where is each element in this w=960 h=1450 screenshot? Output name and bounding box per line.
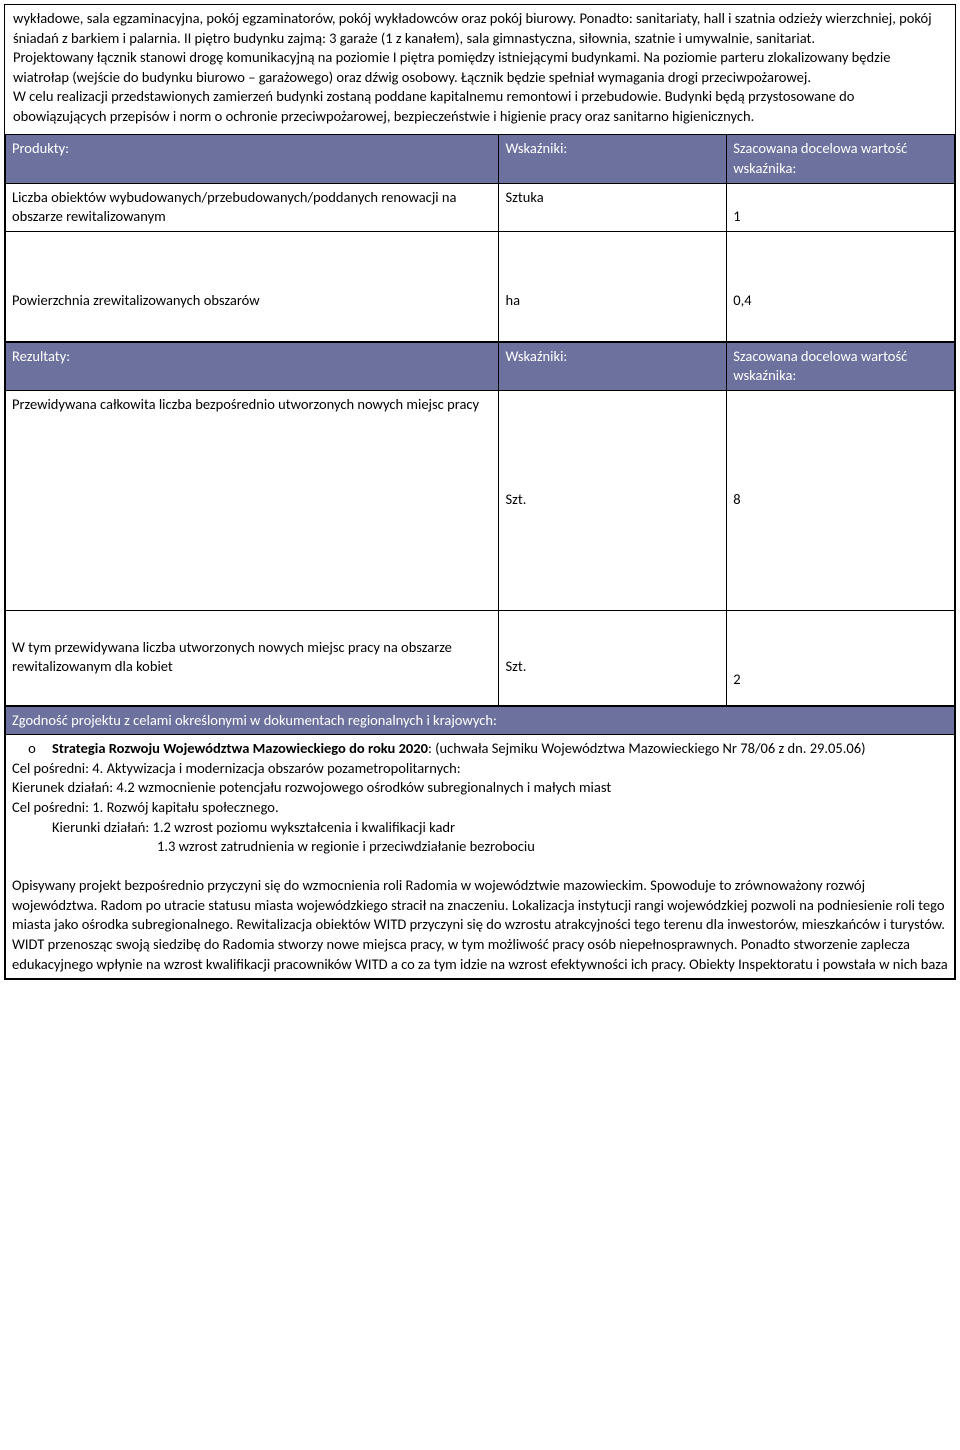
document-frame: wykładowe, sala egzaminacyjna, pokój egz… <box>4 4 956 980</box>
text-line: Cel pośredni: 4. Aktywizacja i moderniza… <box>12 759 948 779</box>
table-cell: 1 <box>727 183 955 231</box>
table-cell: 0,4 <box>727 231 955 341</box>
table-cell: Szt. <box>499 610 727 705</box>
section-header-row: Zgodność projektu z celami określonymi w… <box>6 706 955 735</box>
zgodnosc-section: Zgodność projektu z celami określonymi w… <box>5 706 955 979</box>
paragraph: Projektowany łącznik stanowi drogę komun… <box>13 48 947 87</box>
table-cell: W tym przewidywana liczba utworzonych no… <box>6 610 499 705</box>
table-cell: ha <box>499 231 727 341</box>
bullet-symbol: o <box>12 739 52 759</box>
table-row: W tym przewidywana liczba utworzonych no… <box>6 610 955 705</box>
table-cell: 8 <box>727 390 955 610</box>
bullet-item: o Strategia Rozwoju Województwa Mazowiec… <box>12 739 948 759</box>
section-header-cell: Zgodność projektu z celami określonymi w… <box>6 706 955 735</box>
table-header-row: Produkty: Wskaźniki: Szacowana docelowa … <box>6 135 955 183</box>
paragraph: WIDT przenosząc swoją siedzibę do Radomi… <box>12 935 948 974</box>
table-row: Przewidywana całkowita liczba bezpośredn… <box>6 390 955 610</box>
table-cell: 2 <box>727 610 955 705</box>
rezultaty-table: Rezultaty: Wskaźniki: Szacowana docelowa… <box>5 342 955 706</box>
table-header-cell: Rezultaty: <box>6 342 499 390</box>
table-row: Liczba obiektów wybudowanych/przebudowan… <box>6 183 955 231</box>
text-line: Kierunek działań: 4.2 wzmocnienie potenc… <box>12 778 948 798</box>
table-row: Powierzchnia zrewitalizowanych obszarów … <box>6 231 955 341</box>
table-header-cell: Szacowana docelowa wartość wskaźnika: <box>727 342 955 390</box>
table-cell: Liczba obiektów wybudowanych/przebudowan… <box>6 183 499 231</box>
table-cell: Powierzchnia zrewitalizowanych obszarów <box>6 231 499 341</box>
table-header-cell: Wskaźniki: <box>499 342 727 390</box>
paragraph: wykładowe, sala egzaminacyjna, pokój egz… <box>13 9 947 48</box>
bullet-rest-text: : (uchwała Sejmiku Województwa Mazowieck… <box>428 739 866 757</box>
table-cell: Sztuka <box>499 183 727 231</box>
table-header-cell: Produkty: <box>6 135 499 183</box>
table-header-cell: Wskaźniki: <box>499 135 727 183</box>
paragraph: W celu realizacji przedstawionych zamier… <box>13 87 947 126</box>
intro-paragraphs: wykładowe, sala egzaminacyjna, pokój egz… <box>5 5 955 134</box>
bullet-bold-text: Strategia Rozwoju Województwa Mazowiecki… <box>52 739 428 757</box>
table-header-row: Rezultaty: Wskaźniki: Szacowana docelowa… <box>6 342 955 390</box>
produkty-table: Produkty: Wskaźniki: Szacowana docelowa … <box>5 134 955 341</box>
bullet-text: Strategia Rozwoju Województwa Mazowiecki… <box>52 739 866 759</box>
text-line: 1.3 wzrost zatrudnienia w regionie i prz… <box>12 837 948 857</box>
text-line: Cel pośredni: 1. Rozwój kapitału społecz… <box>12 798 948 818</box>
paragraph: Opisywany projekt bezpośrednio przyczyni… <box>12 876 948 935</box>
table-row: o Strategia Rozwoju Województwa Mazowiec… <box>6 735 955 979</box>
table-cell: o Strategia Rozwoju Województwa Mazowiec… <box>6 735 955 979</box>
table-cell: Szt. <box>499 390 727 610</box>
table-header-cell: Szacowana docelowa wartość wskaźnika: <box>727 135 955 183</box>
table-cell: Przewidywana całkowita liczba bezpośredn… <box>6 390 499 610</box>
text-line: Kierunki działań: 1.2 wzrost poziomu wyk… <box>12 818 948 838</box>
